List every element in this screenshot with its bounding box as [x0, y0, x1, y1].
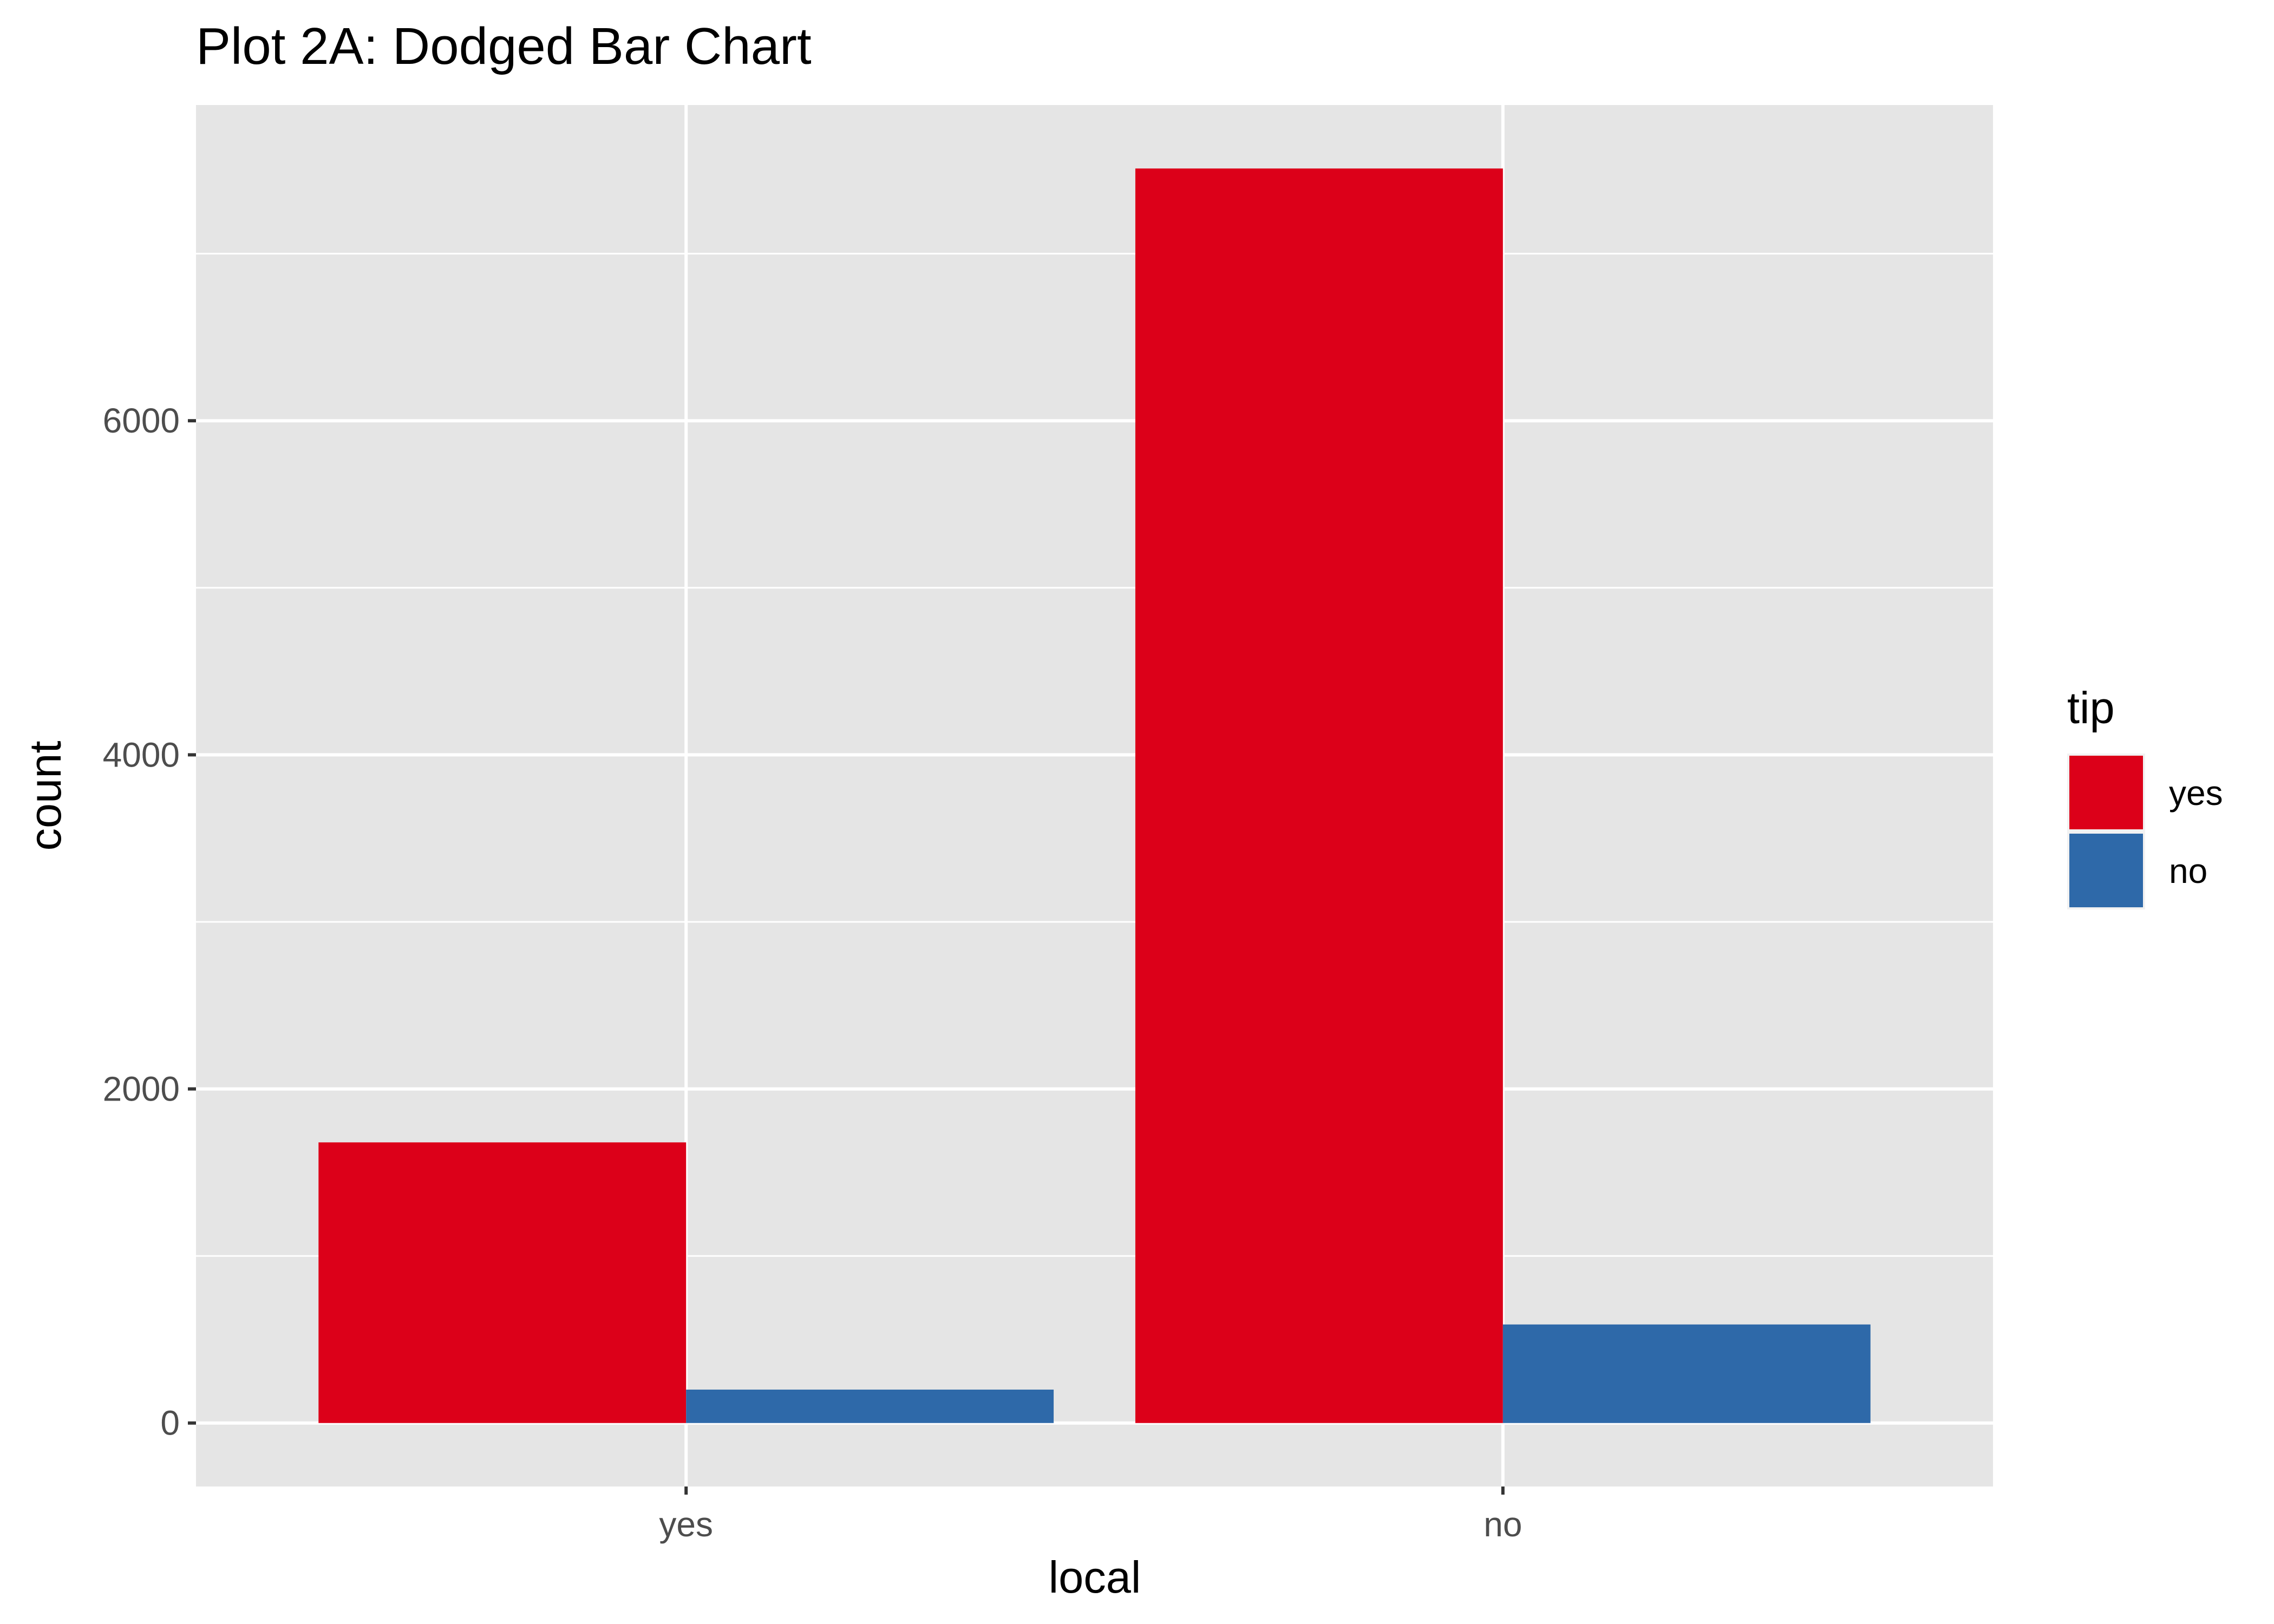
bar-no-no [1502, 1324, 1871, 1423]
y-tick-label: 2000 [103, 1070, 180, 1109]
bars [318, 168, 1871, 1423]
legend-label-no: no [2169, 852, 2207, 890]
chart-title: Plot 2A: Dodged Bar Chart [196, 17, 812, 75]
y-tick-label: 4000 [103, 735, 180, 774]
legend-label-yes: yes [2169, 774, 2223, 813]
y-tick-label: 6000 [103, 401, 180, 440]
bar-no-yes [1135, 168, 1503, 1423]
y-axis: 0 2000 4000 6000 [103, 401, 196, 1443]
legend-key-yes [2069, 756, 2143, 829]
y-tick-label: 0 [160, 1404, 180, 1443]
bar-yes-no [686, 1390, 1054, 1423]
legend-key-no [2069, 834, 2143, 907]
x-axis: yes no [659, 1487, 1522, 1544]
legend-title: tip [2067, 683, 2115, 733]
y-axis-title: count [20, 741, 70, 850]
x-axis-title: local [1049, 1552, 1141, 1602]
legend: tip yes no [2067, 683, 2223, 909]
bar-yes-yes [318, 1142, 687, 1423]
legend-items: yes no [2067, 754, 2223, 909]
x-tick-label: no [1484, 1505, 1522, 1544]
x-tick-label: yes [659, 1505, 713, 1544]
